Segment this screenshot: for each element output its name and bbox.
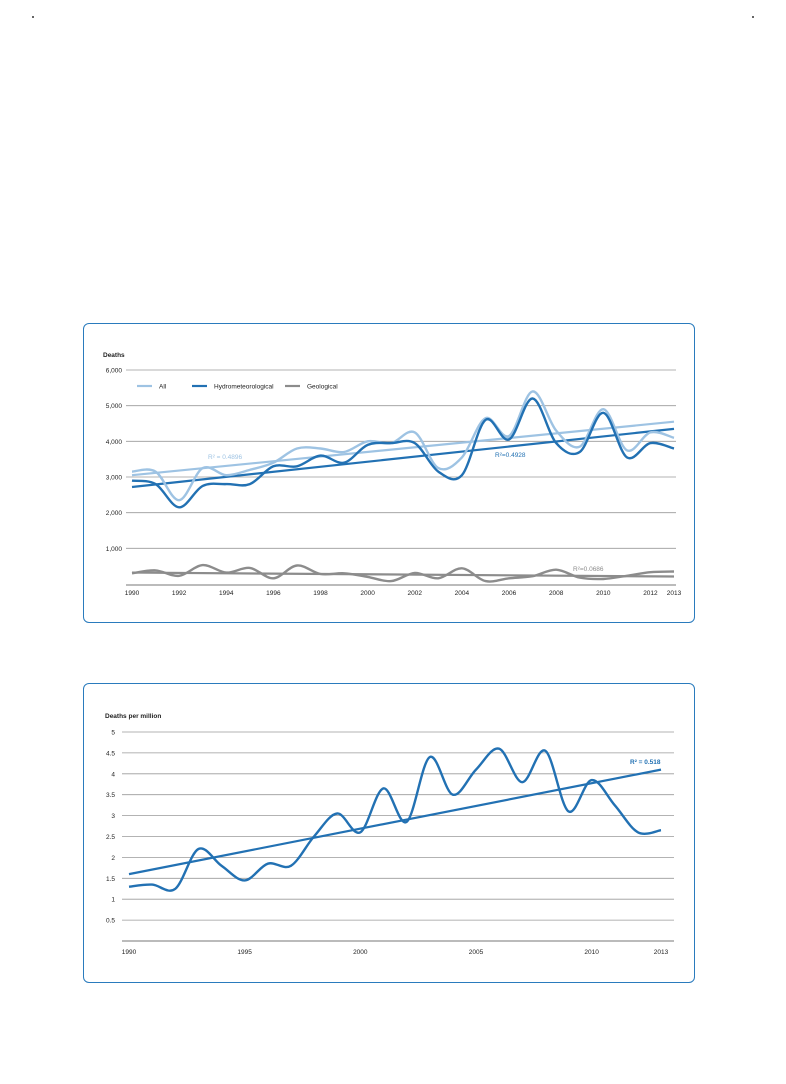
- y-tick-label: 6,000: [106, 368, 123, 375]
- y-tick-label: 2,000: [106, 510, 123, 517]
- deaths-series-lines: [131, 390, 675, 583]
- y-tick-label: 1.5: [106, 876, 115, 883]
- y-tick-label: 4.5: [106, 750, 115, 757]
- trendline-geological: [131, 571, 675, 578]
- deaths-y-axis-label: Deaths: [103, 352, 125, 359]
- x-tick-label: 2002: [408, 590, 423, 597]
- legend-label-hydrometeorological: Hydrometeorological: [214, 384, 274, 391]
- deaths-legend: All Hydrometeorological Geological: [137, 384, 338, 391]
- x-tick-label: 1990: [125, 590, 140, 597]
- x-tick-label: 2012: [643, 590, 658, 597]
- per-million-trendline: [128, 768, 662, 876]
- deaths-chart-panel: Deaths 1,000 2,000 3,000 4,000 5,000 6,000 19…: [83, 323, 695, 623]
- y-tick-label: 0.5: [106, 918, 115, 925]
- y-tick-label: 1: [111, 897, 115, 904]
- trend-r2-label-geological: R²=0.0686: [573, 566, 604, 573]
- per-million-x-ticks: 1990 1995 2000 2005 2010 2013: [122, 949, 669, 956]
- deaths-chart: Deaths 1,000 2,000 3,000 4,000 5,000 6,000 19…: [103, 352, 682, 597]
- x-tick-label: 1994: [219, 590, 234, 597]
- page-corner-mark-left: [32, 16, 34, 18]
- deaths-trendlines: [131, 420, 675, 578]
- y-tick-label: 3: [111, 813, 115, 820]
- deaths-per-million-chart: Deaths per million 0.511.522.533.544.55 …: [105, 713, 674, 956]
- deaths-per-million-chart-panel: Deaths per million 0.5 1 1.5 2 2.5 3 3.5 4 4.5 5 …: [83, 683, 695, 983]
- y-tick-label: 5,000: [106, 403, 123, 410]
- y-tick-label: 3.5: [106, 792, 115, 799]
- x-tick-label: 2005: [469, 949, 484, 956]
- x-tick-label: 2010: [596, 590, 611, 597]
- x-tick-label: 1995: [237, 949, 252, 956]
- trendline-hydrometeorological: [131, 427, 675, 489]
- per-million-series-line: [128, 747, 662, 892]
- legend-label-geological: Geological: [307, 384, 338, 391]
- x-tick-label: 2010: [584, 949, 599, 956]
- trend-r2-label-all: R² = 0.4896: [208, 454, 243, 461]
- y-tick-label: 2: [111, 855, 115, 862]
- y-tick-label: 5: [111, 730, 115, 737]
- series-line-all: [131, 390, 675, 502]
- y-tick-label: 1,000: [106, 546, 123, 553]
- x-tick-label: 2008: [549, 590, 564, 597]
- page-corner-mark-right: [752, 16, 754, 18]
- per-million-y-axis-label: Deaths per million: [105, 713, 161, 720]
- per-million-gridlines: [122, 731, 674, 942]
- series-line-hydrometeorological: [131, 397, 675, 509]
- trend-r2-label-hydrometeorological: R²=0.4928: [495, 452, 526, 459]
- y-tick-label: 4: [111, 771, 115, 778]
- x-tick-label: 2013: [654, 949, 669, 956]
- trendline-all: [131, 420, 675, 477]
- series-line-geological: [131, 563, 675, 583]
- x-tick-label: 1990: [122, 949, 137, 956]
- series-line-deaths-per-million: [128, 747, 662, 892]
- trendline: [128, 768, 662, 876]
- x-tick-label: 2000: [353, 949, 368, 956]
- deaths-y-ticks: 1,000 2,000 3,000 4,000 5,000 6,000: [106, 368, 123, 553]
- deaths-x-ticks: 1990 1992 1994 1996 1998 2000 2002 2004 2006 2008…: [125, 590, 682, 597]
- x-tick-label: 2000: [360, 590, 375, 597]
- x-tick-label: 1992: [172, 590, 187, 597]
- y-tick-label: 4,000: [106, 439, 123, 446]
- x-tick-label: 2006: [502, 590, 517, 597]
- x-tick-label: 1998: [313, 590, 328, 597]
- y-tick-label: 3,000: [106, 475, 123, 482]
- y-tick-label: 2.5: [106, 834, 115, 841]
- x-tick-label: 1996: [266, 590, 281, 597]
- x-tick-label: 2004: [455, 590, 470, 597]
- trend-r2-label-per-million: R² = 0.518: [630, 759, 661, 766]
- deaths-gridlines: [126, 369, 676, 586]
- x-tick-label: 2013: [667, 590, 682, 597]
- legend-label-all: All: [159, 384, 167, 391]
- per-million-y-ticks: 0.5 1 1.5 2 2.5 3 3.5 4 4.5 5: [106, 730, 115, 925]
